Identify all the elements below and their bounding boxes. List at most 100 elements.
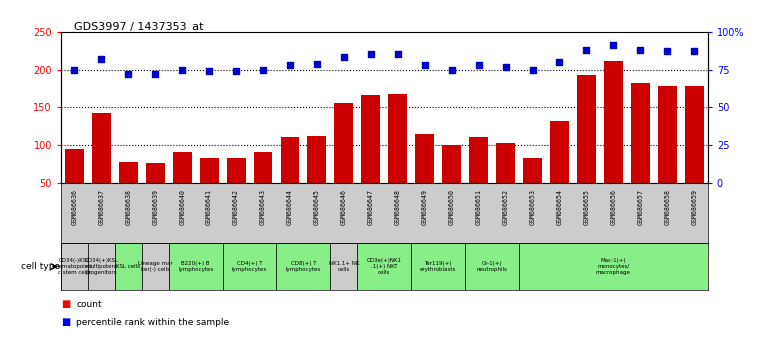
Bar (496, 143, 515, 220)
Point (365, 52, 377, 57)
Text: Gr-1(+)
neutrophils: Gr-1(+) neutrophils (476, 261, 508, 272)
Bar (334, 103, 353, 220)
Text: GSM686649: GSM686649 (422, 189, 428, 225)
Text: GSM686658: GSM686658 (664, 189, 670, 225)
Point (392, 52, 404, 57)
Point (230, 68, 242, 74)
Point (446, 67, 458, 72)
Point (310, 61, 323, 66)
Text: CD34(-)KSL
hematopoieti
c stem cells: CD34(-)KSL hematopoieti c stem cells (56, 258, 93, 275)
Point (553, 59, 565, 65)
Bar (307, 136, 326, 220)
Point (634, 47, 646, 53)
Text: GSM686645: GSM686645 (314, 189, 320, 225)
Text: CD3e(+)NK1
.1(+) NKT
cells: CD3e(+)NK1 .1(+) NKT cells (367, 258, 402, 275)
Bar (65, 149, 84, 220)
Bar (61, 243, 88, 290)
Bar (550, 121, 569, 220)
Bar (92, 113, 111, 220)
Bar (411, 243, 465, 290)
Bar (470, 137, 488, 220)
Text: GSM686657: GSM686657 (638, 189, 643, 225)
Point (688, 48, 700, 54)
Bar (604, 61, 622, 220)
Text: KSL cells: KSL cells (116, 264, 140, 269)
Text: GSM686636: GSM686636 (72, 189, 78, 225)
Bar (577, 75, 596, 220)
Point (499, 64, 511, 69)
Text: GSM686659: GSM686659 (691, 189, 697, 225)
Point (419, 62, 431, 68)
Bar (222, 243, 276, 290)
Text: GDS3997 / 1437353_at: GDS3997 / 1437353_at (74, 21, 203, 32)
Bar (361, 95, 380, 220)
Text: GSM686651: GSM686651 (476, 189, 482, 225)
Point (176, 67, 188, 72)
Bar (358, 243, 411, 290)
Point (203, 68, 215, 74)
Text: GSM686654: GSM686654 (556, 189, 562, 225)
Point (527, 67, 539, 72)
Text: GSM686638: GSM686638 (126, 189, 131, 225)
Text: cell type: cell type (21, 262, 60, 271)
Bar (442, 145, 461, 220)
Text: CD34(+)KSL
multipotent
progenitors: CD34(+)KSL multipotent progenitors (84, 258, 118, 275)
Text: GSM686639: GSM686639 (152, 189, 158, 225)
Text: Ter119(+)
erythroblasts: Ter119(+) erythroblasts (420, 261, 457, 272)
Text: GSM686655: GSM686655 (584, 189, 590, 225)
Bar (416, 133, 435, 220)
Text: B220(+) B
lymphocytes: B220(+) B lymphocytes (178, 261, 213, 272)
Text: GSM686641: GSM686641 (206, 189, 212, 225)
Bar (199, 159, 218, 220)
Text: GSM686646: GSM686646 (341, 189, 347, 225)
Point (607, 42, 619, 48)
Point (284, 62, 296, 68)
Bar (330, 243, 358, 290)
Bar (388, 94, 407, 220)
Bar (253, 152, 272, 220)
Bar (685, 86, 704, 220)
Bar (173, 153, 192, 220)
Text: GSM686653: GSM686653 (530, 189, 536, 225)
Text: GSM686637: GSM686637 (98, 189, 104, 225)
Text: GSM686643: GSM686643 (260, 189, 266, 225)
Bar (658, 86, 677, 220)
Text: Lineage mar
ker(-) cells: Lineage mar ker(-) cells (138, 261, 173, 272)
Point (473, 62, 485, 68)
Bar (523, 159, 542, 220)
Bar (519, 243, 708, 290)
Text: GSM686647: GSM686647 (368, 189, 374, 225)
Bar (281, 137, 299, 220)
Point (149, 71, 161, 77)
Bar (142, 243, 169, 290)
Point (661, 48, 673, 54)
Point (581, 47, 593, 53)
Text: GSM686648: GSM686648 (395, 189, 401, 225)
Text: GSM686656: GSM686656 (610, 189, 616, 225)
Bar (631, 83, 650, 220)
Bar (146, 163, 164, 220)
Bar (276, 243, 330, 290)
Text: Mac-1(+)
monocytes/
macrophage: Mac-1(+) monocytes/ macrophage (596, 258, 631, 275)
Text: GSM686652: GSM686652 (502, 189, 508, 225)
Text: percentile rank within the sample: percentile rank within the sample (76, 318, 229, 327)
Text: CD8(+) T
lymphocytes: CD8(+) T lymphocytes (286, 261, 321, 272)
Bar (88, 243, 115, 290)
Text: CD4(+) T
lymphocytes: CD4(+) T lymphocytes (232, 261, 267, 272)
Bar (119, 162, 138, 220)
Point (257, 67, 269, 72)
Text: NK1.1+ NK
cells: NK1.1+ NK cells (329, 261, 359, 272)
Point (123, 71, 135, 77)
Text: GSM686650: GSM686650 (449, 189, 454, 225)
Bar (227, 159, 246, 220)
Text: GSM686642: GSM686642 (233, 189, 239, 225)
Point (68, 67, 81, 72)
Text: GSM686640: GSM686640 (179, 189, 185, 225)
Text: ■: ■ (61, 299, 70, 309)
Bar (465, 243, 519, 290)
Text: count: count (76, 300, 102, 309)
Bar (115, 243, 142, 290)
Text: ■: ■ (61, 317, 70, 327)
Bar (169, 243, 222, 290)
Text: GSM686644: GSM686644 (287, 189, 293, 225)
